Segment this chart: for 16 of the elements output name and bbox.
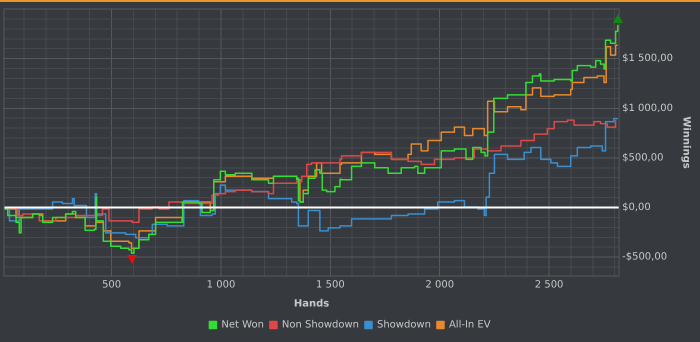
legend-label: Showdown [376,320,431,331]
y-tick-label: $500,00 [622,152,664,164]
y-tick-label: $1 500,00 [622,53,674,64]
y-axis-title: Winnings [680,116,692,169]
y-tick-label: $1 000,00 [622,102,674,114]
y-tick-label: $0,00 [622,202,651,214]
x-tick-label: 500 [102,280,122,291]
x-tick-label: 1 000 [206,280,236,291]
x-tick-label: 2 000 [425,280,454,291]
x-axis-title: Hands [294,298,330,310]
legend-label: Non Showdown [282,320,359,331]
x-tick-label: 1 500 [316,280,345,291]
legend-label: Net Won [221,320,264,331]
legend-label: All-In EV [448,320,491,331]
y-tick-label: -$500,00 [622,252,668,263]
x-tick-label: 2 500 [534,280,564,291]
